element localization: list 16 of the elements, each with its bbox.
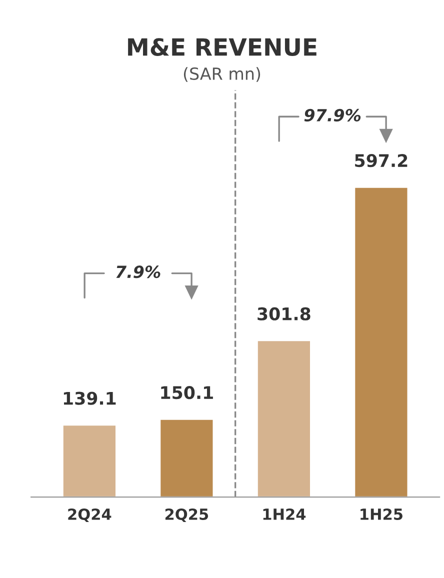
chart-subtitle: (SAR mn) [184,67,260,82]
data-label: 597.2 [355,154,408,168]
x-tick-label: 2Q25 [165,508,208,522]
x-tick-label: 2Q24 [68,508,112,522]
bar [354,186,409,498]
data-label: 301.8 [258,307,310,320]
bar [256,340,312,498]
x-tick-label: 1H24 [263,508,306,520]
data-label: 150.1 [161,386,213,400]
data-label: 139.1 [64,392,116,405]
text: 97.9% [304,108,361,122]
annotation: 7.9% [116,266,160,278]
chart-title: M&E REVENUE [128,38,316,56]
bar [159,418,214,498]
x-tick-label: 1H25 [360,508,402,520]
bar [62,424,117,498]
